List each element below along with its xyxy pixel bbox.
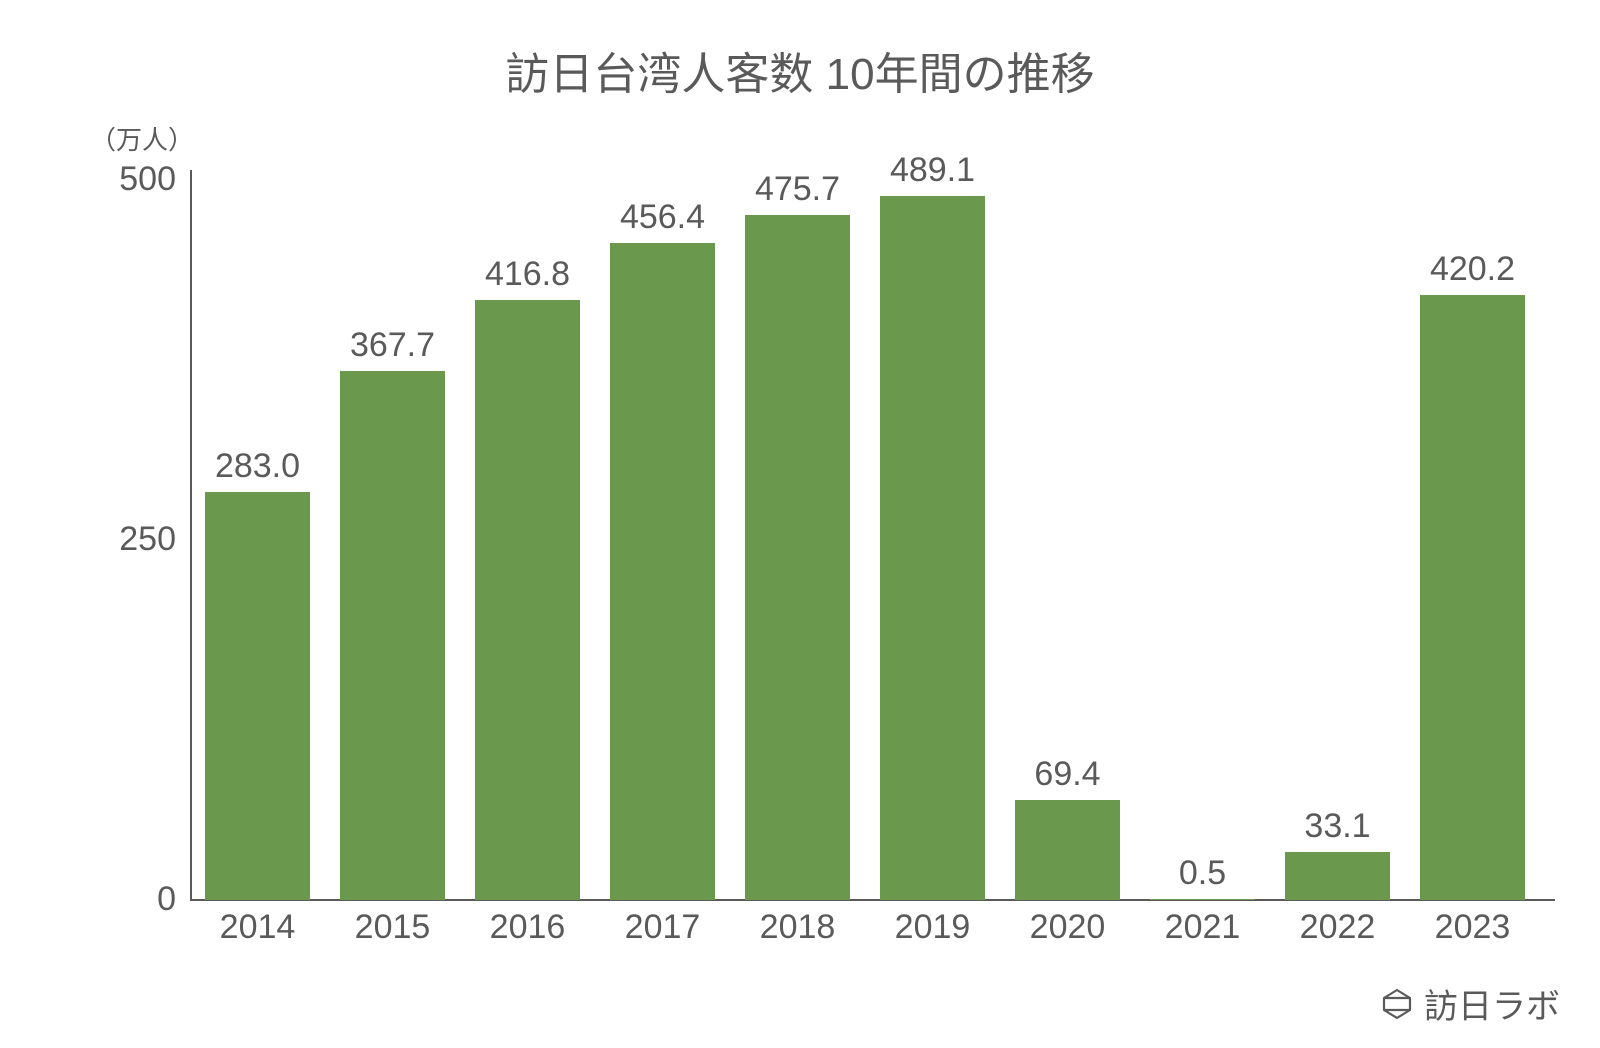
bar bbox=[340, 371, 445, 900]
bar bbox=[1015, 800, 1120, 900]
bar-value-label: 283.0 bbox=[190, 447, 325, 486]
bar bbox=[610, 243, 715, 900]
x-tick-label: 2017 bbox=[595, 908, 730, 947]
x-tick-label: 2014 bbox=[190, 908, 325, 947]
bar-value-label: 489.1 bbox=[865, 151, 1000, 190]
bar bbox=[880, 196, 985, 900]
y-tick-label: 0 bbox=[157, 880, 176, 919]
x-tick-label: 2016 bbox=[460, 908, 595, 947]
chart-title: 訪日台湾人客数 10年間の推移 bbox=[0, 38, 1600, 102]
bar-value-label: 33.1 bbox=[1270, 807, 1405, 846]
bar-value-label: 416.8 bbox=[460, 255, 595, 294]
source-icon bbox=[1380, 987, 1414, 1021]
x-tick-label: 2023 bbox=[1405, 908, 1540, 947]
bar bbox=[475, 300, 580, 900]
bar-value-label: 475.7 bbox=[730, 170, 865, 209]
bar-value-label: 69.4 bbox=[1000, 755, 1135, 794]
y-axis-unit: （万人） bbox=[90, 120, 194, 157]
plot-area: 283.0367.7416.8456.4475.7489.169.40.533.… bbox=[190, 180, 1540, 900]
bar-value-label: 0.5 bbox=[1135, 854, 1270, 893]
x-tick-label: 2022 bbox=[1270, 908, 1405, 947]
bar bbox=[1150, 899, 1255, 900]
bar bbox=[745, 215, 850, 900]
bar bbox=[205, 492, 310, 900]
y-tick-label: 500 bbox=[119, 160, 176, 199]
x-tick-label: 2018 bbox=[730, 908, 865, 947]
source-credit: 訪日ラボ bbox=[1380, 979, 1560, 1028]
x-tick-label: 2015 bbox=[325, 908, 460, 947]
bar-value-label: 367.7 bbox=[325, 326, 460, 365]
chart-container: 訪日台湾人客数 10年間の推移 （万人） 283.0 367.7416.8456.… bbox=[0, 0, 1600, 1048]
bar bbox=[1420, 295, 1525, 900]
bar-value-label: 456.4 bbox=[595, 198, 730, 237]
bar bbox=[1285, 852, 1390, 900]
x-tick-label: 2019 bbox=[865, 908, 1000, 947]
y-tick-label: 250 bbox=[119, 520, 176, 559]
bar-value-label: 420.2 bbox=[1405, 250, 1540, 289]
x-tick-label: 2020 bbox=[1000, 908, 1135, 947]
y-axis-line bbox=[190, 170, 192, 900]
x-tick-label: 2021 bbox=[1135, 908, 1270, 947]
source-label: 訪日ラボ bbox=[1424, 979, 1560, 1028]
